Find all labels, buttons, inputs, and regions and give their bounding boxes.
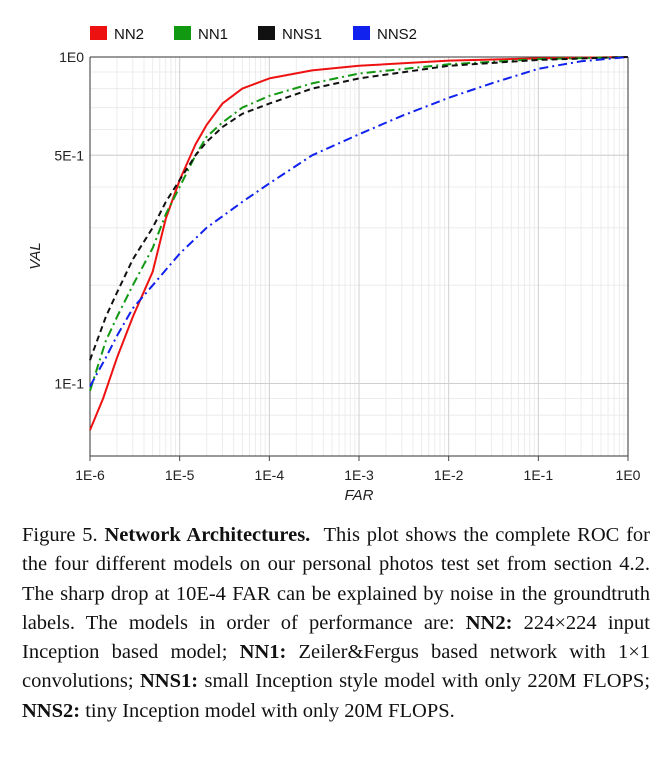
caption-nns1-label: NNS1: [140,670,199,693]
y-tick-label: 1E-1 [54,376,84,392]
caption-figure-label: Figure 5. [22,524,98,546]
x-tick-label: 1E-2 [434,467,464,483]
series-line-nns2 [89,56,629,387]
legend-swatch-nn2 [90,26,107,40]
y-axis-ticks: 1E-1 5E-1 1E0 [54,49,84,392]
caption-body: This plot shows the complete ROC for the… [22,524,650,634]
x-tick-label: 1E-3 [344,467,374,483]
legend-label-nn1: NN1 [198,26,228,43]
caption-nns2-label: NNS2: [22,699,81,722]
x-tick-label: 1E-5 [165,467,195,483]
x-tick-label: 1E-6 [75,467,105,483]
roc-chart: 1E-6 1E-5 1E-4 1E-3 1E-2 1E-1 1E0 1E-15E-11E0 … [27,26,641,504]
caption-nn2-text: 224×224 input Inception based model; [22,611,650,664]
caption-nn2-label: NN2: [465,611,513,634]
legend-swatch-nns2 [353,26,370,40]
legend-swatch-nns1 [258,26,275,40]
x-tick-label: 1E-4 [255,467,285,483]
legend-label-nns1: NNS1 [282,26,322,43]
caption-nn1-text: Zeiler&Fergus based network with 1×1 con… [22,641,651,693]
x-tick-label: 1E0 [616,467,641,483]
series-lines [89,56,629,431]
x-axis-label: FAR [345,487,374,504]
series-line-nn2 [89,56,629,431]
y-tick-label: 1E0 [59,49,84,65]
caption-title: Network Architectures. [104,524,311,546]
series-line-nn1 [89,56,629,392]
figure-caption: Figure 5. Network Architectures. This pl… [22,521,650,726]
y-axis-label: VAL [27,242,44,270]
legend: NN2 NN1 NNS1 NNS2 [90,26,417,43]
caption-nn1-label: NN1: [239,641,287,664]
legend-label-nns2: NNS2 [377,26,417,43]
caption-nns2-text: tiny Inception model with only 20M FLOPS… [85,699,455,722]
y-tick-label: 5E-1 [54,147,84,163]
legend-label-nn2: NN2 [114,26,144,43]
x-axis-ticks: 1E-6 1E-5 1E-4 1E-3 1E-2 1E-1 1E0 [75,456,641,483]
caption-nns1-text: small Inception style model with only 22… [204,670,651,693]
legend-swatch-nn1 [174,26,191,40]
x-tick-label: 1E-1 [524,467,554,483]
